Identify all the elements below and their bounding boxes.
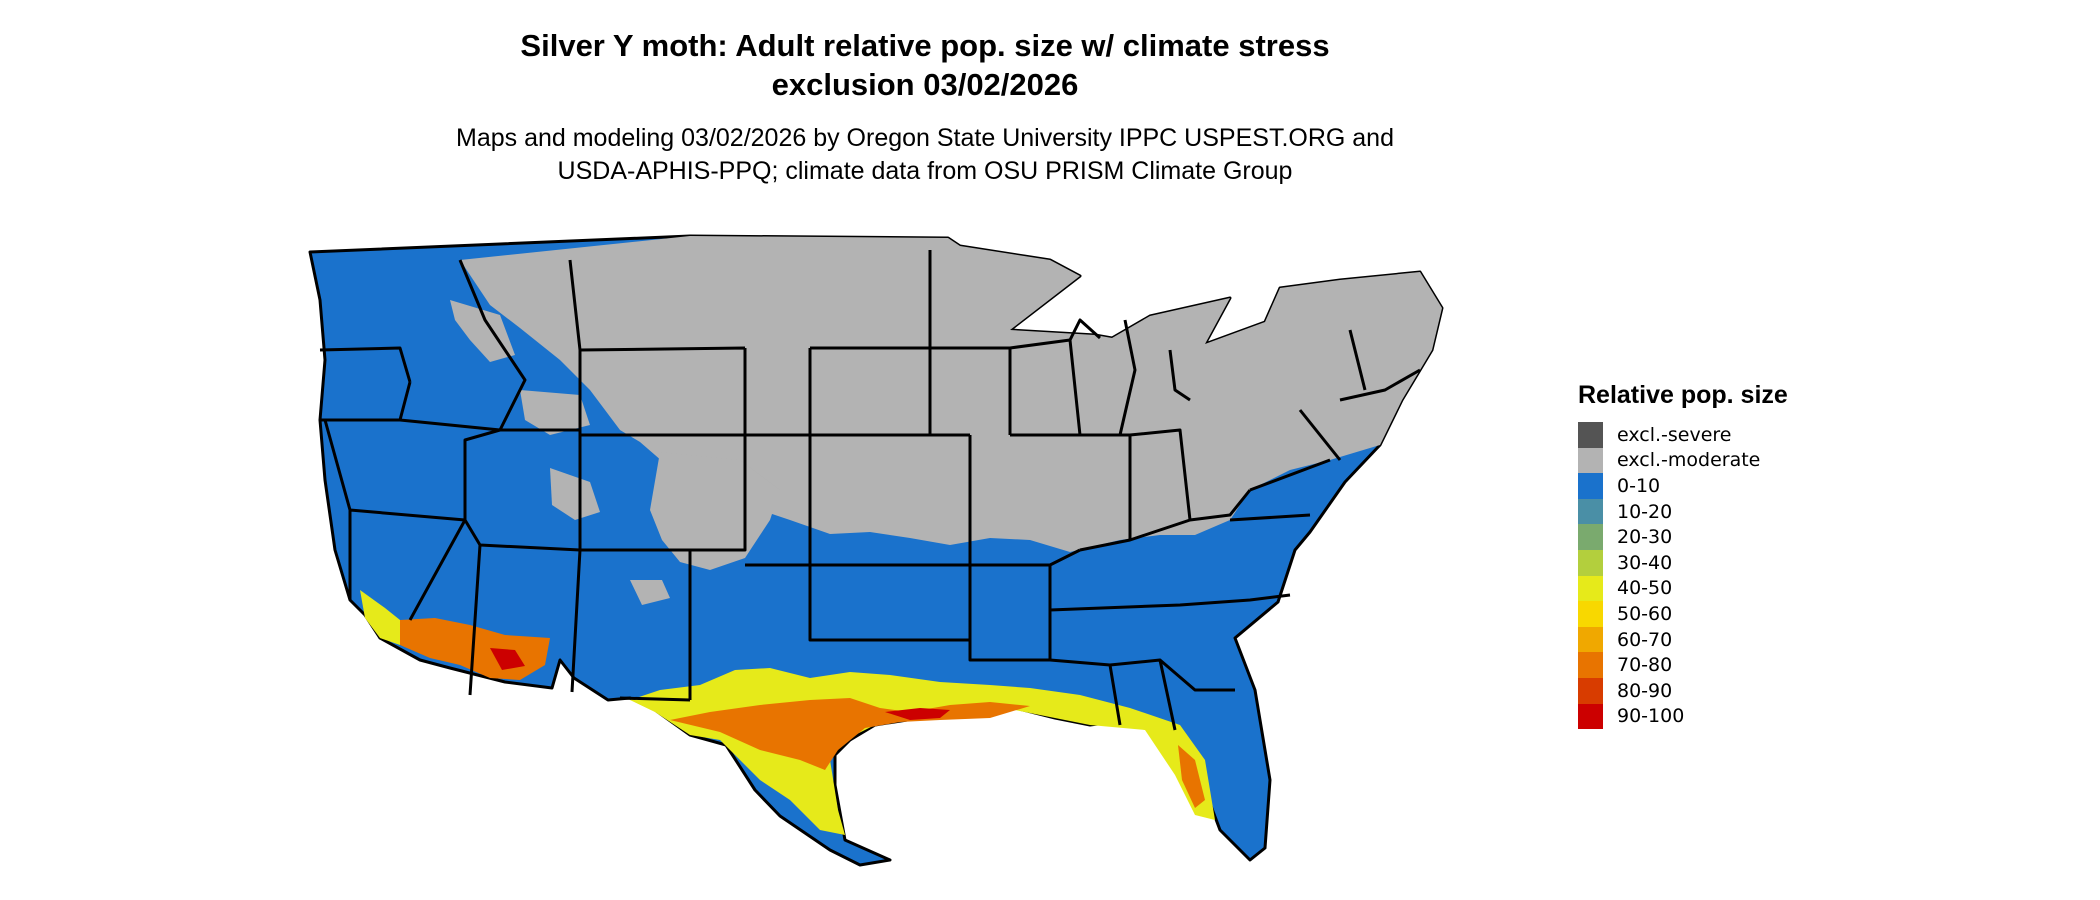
legend-swatch bbox=[1578, 703, 1603, 730]
title-line-1: Silver Y moth: Adult relative pop. size … bbox=[520, 28, 1330, 63]
legend-label: 40-50 bbox=[1617, 577, 1673, 600]
us-population-map bbox=[308, 234, 1444, 867]
arizona-peak-zone bbox=[490, 648, 525, 670]
florida-high-zone bbox=[1178, 745, 1205, 808]
great-lakes-shore bbox=[1068, 318, 1191, 436]
great-basin-border bbox=[323, 419, 581, 621]
legend: Relative pop. size excl.-severe excl.-mo… bbox=[1578, 380, 1788, 730]
legend-swatch bbox=[1578, 473, 1603, 499]
legend-title: Relative pop. size bbox=[1578, 381, 1788, 409]
legend-item: 80-90 bbox=[1578, 677, 1788, 704]
legend-swatch bbox=[1578, 422, 1603, 448]
title-line-2: exclusion 03/02/2026 bbox=[771, 67, 1079, 102]
excluded-idaho-patch bbox=[450, 300, 515, 362]
south-central-border bbox=[968, 548, 1291, 731]
state-borders bbox=[319, 250, 1421, 731]
legend-item: 30-40 bbox=[1578, 549, 1788, 576]
legend-swatch bbox=[1578, 549, 1603, 576]
legend-swatch bbox=[1578, 524, 1603, 550]
excluded-nm-patch bbox=[630, 580, 670, 605]
excluded-wyoming-patch bbox=[520, 390, 590, 435]
map-subtitle: Maps and modeling 03/02/2026 by Oregon S… bbox=[0, 122, 1850, 188]
legend-swatch bbox=[1578, 677, 1603, 704]
louisiana-peak-zone bbox=[885, 708, 950, 720]
legend-item: 90-100 bbox=[1578, 703, 1788, 730]
legend-label: 50-60 bbox=[1617, 602, 1673, 625]
legend-label: 60-70 bbox=[1617, 628, 1673, 651]
pacific-northwest-border bbox=[319, 259, 527, 432]
legend-item: 40-50 bbox=[1578, 575, 1788, 602]
northeast-border bbox=[1229, 329, 1421, 522]
legend-item: 70-80 bbox=[1578, 652, 1788, 678]
legend-item: excl.-severe bbox=[1578, 422, 1788, 448]
legend-label: 80-90 bbox=[1617, 679, 1673, 702]
subtitle-line-2: USDA-APHIS-PPQ; climate data from OSU PR… bbox=[557, 157, 1293, 185]
legend-item: 0-10 bbox=[1578, 473, 1788, 499]
excluded-utah-patch bbox=[550, 468, 600, 520]
southwest-border bbox=[468, 544, 691, 702]
midwest-border bbox=[930, 338, 1252, 552]
legend-item: 50-60 bbox=[1578, 601, 1788, 627]
legend-label: excl.-moderate bbox=[1617, 449, 1761, 472]
legend-label: 30-40 bbox=[1617, 551, 1673, 574]
legend-item: 20-30 bbox=[1578, 524, 1788, 550]
legend-swatch bbox=[1578, 601, 1603, 627]
california-arizona-mid-zone bbox=[360, 590, 400, 645]
legend-label: 10-20 bbox=[1617, 500, 1673, 523]
legend-label: 20-30 bbox=[1617, 526, 1673, 549]
legend-label: 70-80 bbox=[1617, 654, 1673, 677]
legend-swatch bbox=[1578, 447, 1603, 474]
legend-item: excl.-moderate bbox=[1578, 447, 1788, 474]
excluded-regions bbox=[450, 236, 1442, 605]
legend-label: excl.-severe bbox=[1617, 423, 1732, 446]
subtitle-line-1: Maps and modeling 03/02/2026 by Oregon S… bbox=[456, 124, 1394, 152]
legend-item: 10-20 bbox=[1578, 498, 1788, 525]
excluded-colorado-rockies bbox=[650, 452, 780, 570]
legend-swatch bbox=[1578, 652, 1603, 678]
suitable-regions bbox=[360, 590, 1215, 835]
map-title: Silver Y moth: Adult relative pop. size … bbox=[0, 26, 1850, 104]
legend-swatch bbox=[1578, 575, 1603, 602]
legend-items: excl.-severe excl.-moderate 0-10 10-20 2… bbox=[1578, 422, 1788, 730]
legend-item: 60-70 bbox=[1578, 626, 1788, 653]
legend-label: 0-10 bbox=[1617, 474, 1661, 497]
legend-label: 90-100 bbox=[1617, 705, 1685, 728]
legend-swatch bbox=[1578, 498, 1603, 525]
legend-swatch bbox=[1578, 626, 1603, 653]
